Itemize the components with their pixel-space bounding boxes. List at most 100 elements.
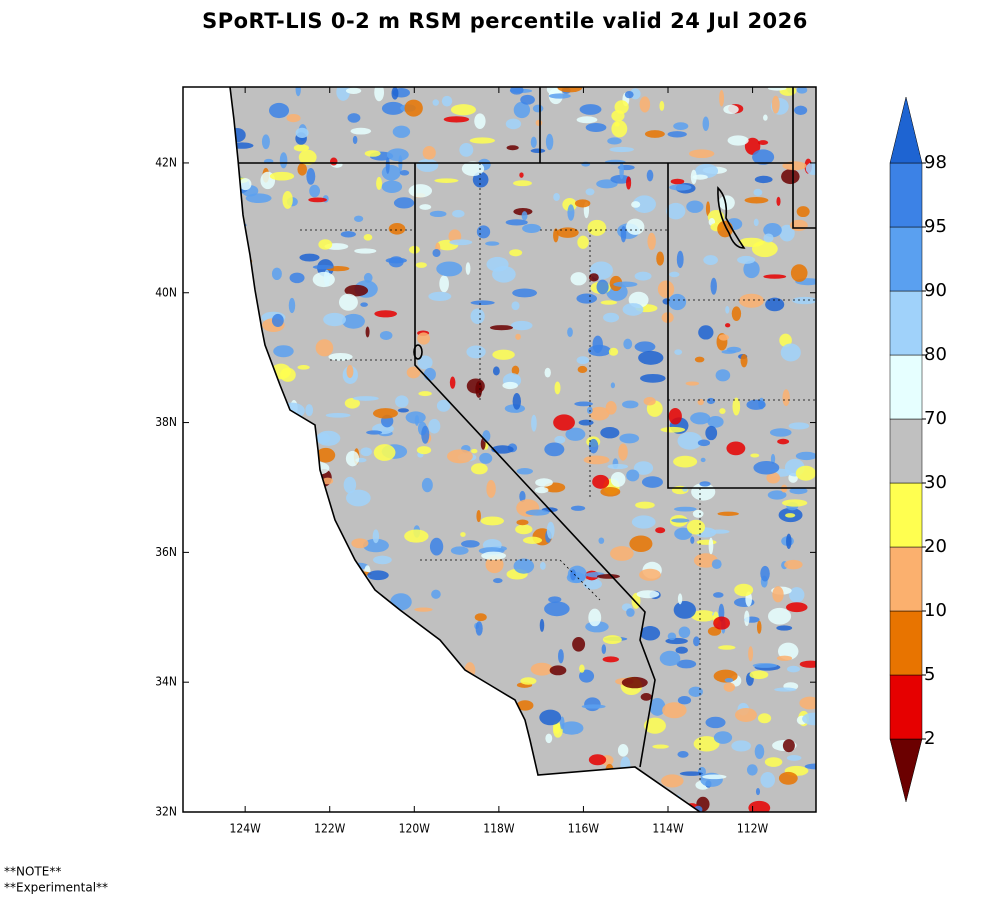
shade-patch — [415, 262, 427, 268]
shade-patch — [230, 437, 234, 450]
shade-patch — [404, 529, 429, 543]
shade-patch — [474, 795, 501, 812]
shade-patch — [719, 89, 725, 107]
shade-patch — [585, 122, 607, 132]
shade-patch — [545, 733, 553, 744]
shade-patch — [294, 491, 313, 508]
shade-patch — [268, 694, 274, 711]
shade-patch — [618, 443, 628, 461]
shade-patch — [352, 135, 358, 145]
shade-patch — [460, 532, 466, 537]
shade-patch — [676, 250, 684, 269]
shade-patch — [510, 87, 524, 95]
shade-patch — [325, 412, 351, 418]
shade-patch — [676, 659, 697, 669]
shade-patch — [190, 449, 199, 460]
shade-patch — [253, 766, 269, 777]
shade-patch — [340, 231, 356, 238]
shade-patch — [449, 239, 473, 246]
shade-patch — [369, 621, 379, 632]
lake-tahoe — [413, 344, 423, 360]
shade-patch — [230, 221, 247, 229]
shade-patch — [581, 704, 606, 709]
shade-patch — [238, 762, 244, 778]
shade-patch — [502, 381, 518, 390]
shade-patch — [232, 406, 248, 423]
colorbar-box — [889, 482, 923, 548]
shade-patch — [553, 192, 560, 202]
shade-patch — [192, 758, 215, 771]
shade-patch — [719, 408, 726, 415]
shade-patch — [559, 716, 565, 730]
shade-patch — [260, 720, 269, 732]
shade-patch — [353, 783, 363, 789]
shade-patch — [385, 257, 407, 264]
shade-patch — [206, 708, 218, 718]
shade-patch — [343, 677, 349, 688]
shade-patch — [191, 570, 209, 580]
shade-patch — [578, 419, 594, 426]
shade-patch — [576, 785, 587, 796]
shade-patch — [230, 495, 244, 510]
shade-patch — [381, 101, 405, 115]
shade-patch — [276, 432, 299, 439]
y-tick-label: 34N — [155, 675, 177, 689]
shade-patch — [308, 197, 327, 203]
shade-patch — [300, 647, 310, 656]
shade-patch — [554, 435, 566, 444]
shade-patch — [673, 122, 689, 131]
shade-patch — [230, 592, 236, 610]
shade-patch — [758, 140, 769, 145]
shade-patch — [698, 325, 714, 340]
shade-patch — [795, 465, 816, 481]
shade-patch — [432, 99, 440, 106]
shade-patch — [366, 759, 390, 768]
shade-patch — [556, 227, 579, 238]
shade-patch — [416, 158, 439, 172]
shade-patch — [703, 255, 718, 265]
shade-patch — [230, 645, 243, 664]
shade-patch — [461, 161, 485, 177]
shade-patch — [755, 787, 761, 796]
shade-patch — [235, 471, 254, 484]
shade-patch — [362, 538, 389, 553]
shade-patch — [475, 621, 483, 636]
shade-patch — [206, 778, 213, 784]
shade-patch — [266, 655, 290, 661]
shade-patch — [522, 536, 543, 544]
shade-patch — [492, 366, 500, 376]
shade-patch — [794, 105, 808, 115]
shade-patch — [233, 362, 255, 373]
shade-patch — [577, 235, 589, 249]
shade-patch — [659, 100, 665, 111]
shade-patch — [579, 669, 595, 683]
shade-patch — [387, 708, 408, 721]
shade-patch — [307, 461, 330, 475]
shade-patch — [516, 468, 533, 475]
shade-patch — [485, 241, 500, 246]
shade-patch — [805, 162, 816, 176]
shade-patch — [276, 775, 284, 788]
colorbar-triangle — [889, 738, 923, 803]
shade-patch — [674, 349, 683, 355]
shade-patch — [607, 137, 622, 145]
shade-patch — [544, 442, 565, 457]
shade-patch — [436, 399, 451, 412]
shade-patch — [768, 607, 792, 625]
shade-patch — [715, 369, 731, 382]
shade-patch — [429, 537, 444, 556]
shade-patch — [702, 116, 710, 131]
shade-patch — [230, 424, 241, 435]
shade-patch — [248, 710, 263, 727]
shade-patch — [461, 540, 480, 548]
shade-patch — [455, 773, 467, 781]
shade-patch — [211, 751, 225, 764]
shade-patch — [530, 662, 554, 676]
shade-patch — [588, 273, 599, 282]
shade-patch — [230, 477, 247, 486]
shade-patch — [364, 150, 381, 157]
shade-patch — [557, 87, 583, 93]
shade-patch — [718, 195, 735, 210]
shade-patch — [362, 651, 383, 668]
shade-patch — [186, 115, 198, 128]
